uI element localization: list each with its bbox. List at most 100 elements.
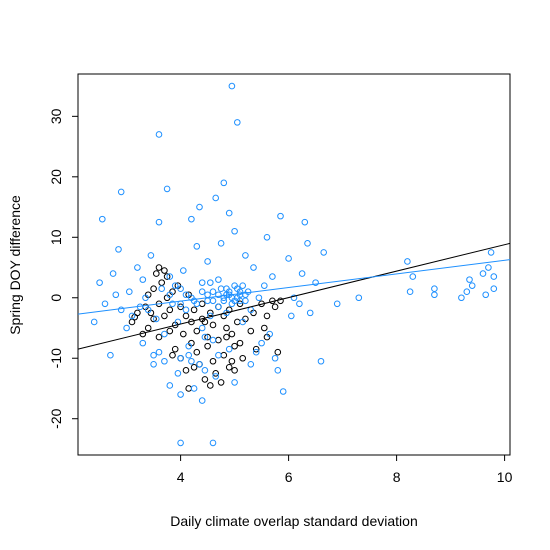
data-point [150, 360, 157, 368]
data-point [209, 288, 217, 296]
data-point [215, 303, 222, 311]
data-point [182, 306, 190, 314]
data-point [174, 370, 182, 377]
data-point [247, 360, 255, 368]
data-point [147, 252, 155, 259]
data-point [112, 291, 120, 299]
data-point [298, 270, 306, 277]
data-point [244, 288, 252, 296]
data-point [166, 306, 174, 314]
data-point [144, 324, 152, 332]
data-point [177, 285, 184, 292]
data-point [212, 373, 219, 380]
data-point [231, 379, 238, 386]
trend-lines [77, 242, 511, 350]
data-point [163, 273, 171, 280]
data-point [180, 330, 187, 338]
data-point [266, 330, 274, 338]
data-point [215, 276, 222, 283]
data-point [204, 342, 211, 350]
data-point [96, 279, 103, 286]
data-point [223, 333, 230, 341]
data-point [225, 345, 233, 353]
data-point [212, 370, 219, 377]
data-point [306, 309, 314, 317]
data-point [466, 276, 473, 283]
data-point [236, 291, 244, 299]
data-point [234, 318, 241, 326]
data-point [209, 439, 217, 447]
data-point [277, 212, 284, 220]
data-point [198, 288, 206, 296]
data-point [180, 267, 187, 274]
y-axis-ticks: -20 -10 0 10 20 30 [48, 108, 78, 429]
data-point [217, 240, 225, 247]
data-point [182, 367, 190, 374]
data-point [198, 279, 206, 286]
data-point [153, 315, 160, 323]
data-point [155, 264, 163, 271]
data-point [320, 249, 328, 256]
data-point [166, 291, 174, 299]
data-point [134, 264, 141, 271]
data-point [463, 288, 471, 296]
data-point [242, 297, 249, 305]
data-point [220, 351, 228, 359]
data-point [198, 397, 206, 404]
data-point [207, 279, 214, 286]
data-point [479, 270, 487, 277]
x-tick-label: 8 [393, 469, 401, 485]
data-point [190, 306, 198, 314]
data-point [317, 357, 325, 365]
data-point [163, 185, 171, 193]
data-point [126, 288, 133, 296]
data-point [228, 357, 236, 365]
data-point [201, 376, 209, 383]
data-point [198, 324, 206, 332]
data-point [409, 273, 417, 280]
data-point [225, 209, 233, 217]
data-point [158, 279, 165, 286]
data-point [215, 336, 222, 344]
data-point [150, 315, 157, 323]
data-point [225, 288, 233, 296]
data-point [271, 303, 279, 311]
data-point [255, 294, 263, 302]
plot-frame [77, 73, 511, 456]
data-point [234, 285, 241, 292]
data-point [201, 333, 209, 341]
data-point [144, 306, 152, 314]
y-tick-label: 30 [48, 108, 64, 124]
data-point [196, 360, 203, 368]
data-point [355, 294, 363, 302]
data-point [209, 297, 217, 305]
data-point [153, 270, 160, 277]
y-tick-label: -20 [48, 408, 64, 428]
data-point [155, 131, 163, 138]
data-point [215, 291, 222, 299]
data-point [161, 330, 168, 338]
x-tick-label: 6 [285, 469, 293, 485]
data-point [487, 249, 495, 256]
data-point [239, 282, 246, 289]
data-point [207, 309, 214, 317]
x-axis-ticks: 4 6 8 10 [177, 455, 513, 485]
data-point [177, 391, 184, 398]
data-point [209, 336, 217, 344]
data-point [228, 330, 236, 338]
data-point [431, 291, 438, 299]
y-tick-label: 10 [48, 229, 64, 245]
data-point [190, 385, 198, 392]
data-point [228, 82, 236, 90]
data-point [263, 233, 271, 241]
data-point [236, 300, 244, 308]
data-point [185, 385, 192, 392]
data-point [90, 318, 98, 326]
x-tick-label: 10 [497, 469, 513, 485]
data-point [247, 327, 255, 335]
data-point [301, 218, 309, 226]
data-point [290, 294, 298, 302]
data-point [217, 285, 225, 292]
data-point [215, 351, 222, 359]
data-points [90, 82, 498, 447]
